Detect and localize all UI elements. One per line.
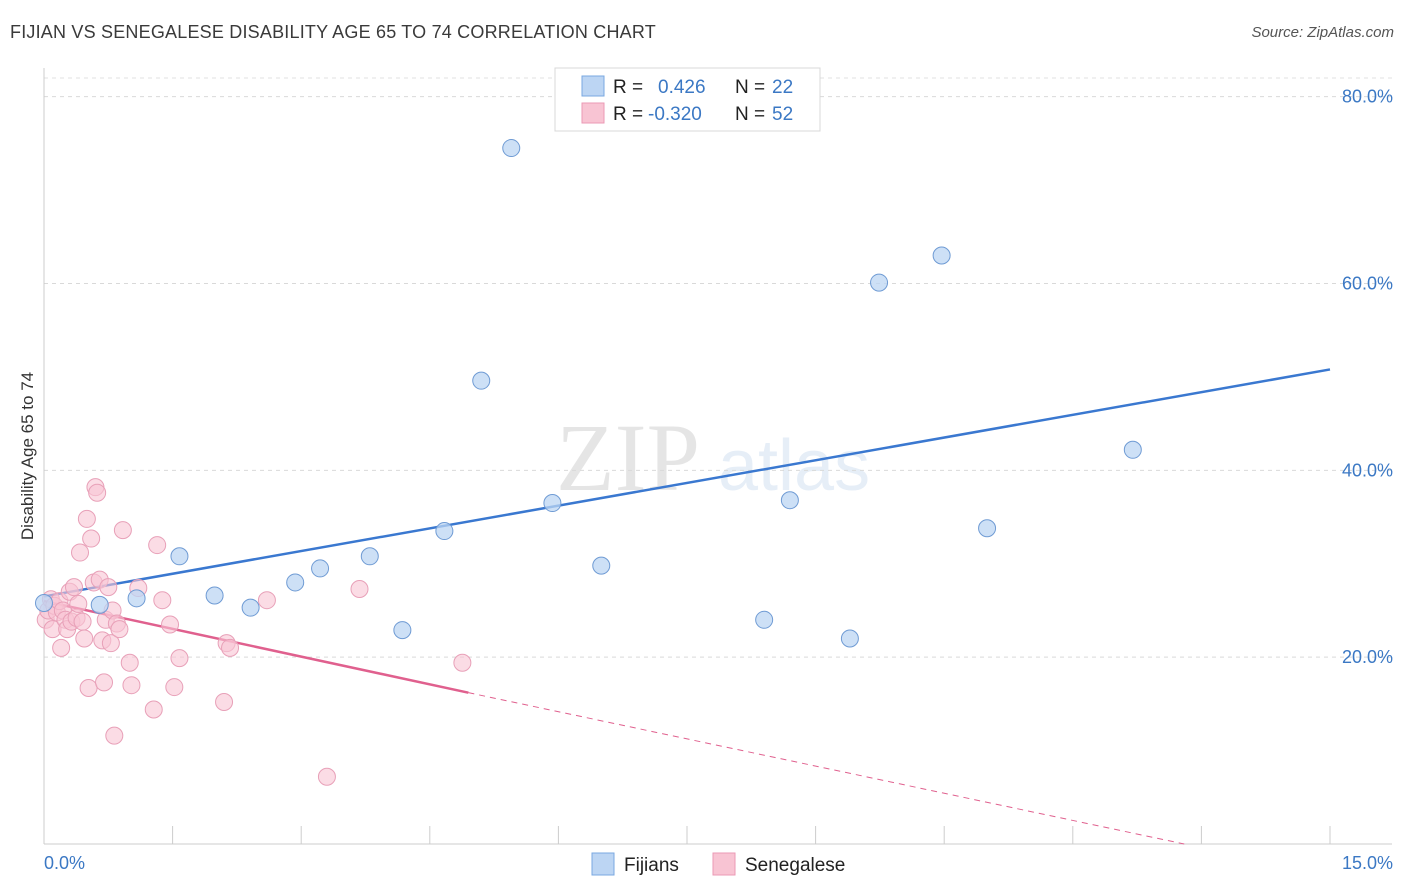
fijians-point bbox=[90, 595, 109, 614]
bottom-legend: Fijians Senegalese bbox=[591, 852, 845, 876]
fijians-point bbox=[502, 139, 521, 158]
y-tick-label-60: 60.0% bbox=[1342, 274, 1393, 294]
senegalese-point bbox=[453, 653, 472, 672]
senegalese-point bbox=[71, 543, 90, 562]
senegalese-points bbox=[36, 478, 472, 786]
legend-swatch-fijians bbox=[581, 75, 605, 97]
fijians-point bbox=[127, 589, 146, 608]
senegalese-point bbox=[122, 676, 141, 695]
senegalese-point bbox=[144, 700, 163, 719]
senegalese-point bbox=[215, 693, 234, 712]
senegalese-point bbox=[88, 483, 107, 502]
axes bbox=[43, 68, 1392, 845]
senegalese-point bbox=[350, 579, 369, 598]
fijians-point bbox=[870, 273, 889, 292]
senegalese-point bbox=[110, 620, 129, 639]
senegalese-point bbox=[153, 591, 172, 610]
senegalese-point bbox=[82, 529, 101, 548]
tick-labels: 20.0% 40.0% 60.0% 80.0% 0.0% 15.0% bbox=[44, 87, 1393, 873]
legend-r-label-senegalese: R = bbox=[613, 104, 643, 125]
senegalese-point bbox=[120, 653, 139, 672]
senegalese-point bbox=[65, 578, 84, 597]
senegalese-trend-line-extension bbox=[468, 692, 1185, 845]
legend-n-label-fijians: N = bbox=[735, 77, 765, 98]
senegalese-point bbox=[75, 629, 94, 648]
legend-r-label-fijians: R = bbox=[613, 77, 643, 98]
legend-r-value-senegalese: -0.320 bbox=[648, 104, 702, 125]
senegalese-point bbox=[257, 591, 276, 610]
fijians-point bbox=[393, 621, 412, 640]
fijians-point bbox=[592, 556, 611, 575]
senegalese-point bbox=[79, 678, 98, 697]
senegalese-point bbox=[170, 649, 189, 668]
fijians-points bbox=[35, 139, 1142, 648]
fijians-point bbox=[543, 494, 562, 513]
fijians-point bbox=[170, 547, 189, 566]
senegalese-point bbox=[161, 615, 180, 634]
x-tick-label-min: 0.0% bbox=[44, 853, 85, 873]
senegalese-point bbox=[148, 536, 167, 555]
fijians-point bbox=[932, 246, 951, 265]
bottom-legend-label-senegalese: Senegalese bbox=[745, 855, 845, 876]
fijians-point bbox=[755, 610, 774, 629]
senegalese-point bbox=[69, 594, 88, 613]
y-tick-label-80: 80.0% bbox=[1342, 87, 1393, 107]
watermark: ZIP atlas bbox=[556, 404, 870, 511]
y-tick-label-20: 20.0% bbox=[1342, 647, 1393, 667]
fijians-point bbox=[840, 629, 859, 648]
senegalese-point bbox=[165, 678, 184, 697]
senegalese-point bbox=[221, 638, 240, 657]
senegalese-point bbox=[317, 767, 336, 786]
fijians-point bbox=[311, 559, 330, 578]
fijians-point bbox=[241, 598, 260, 617]
fijians-trend-line bbox=[43, 368, 1331, 598]
fijians-point bbox=[435, 522, 454, 541]
y-axis-title: Disability Age 65 to 74 bbox=[18, 372, 37, 540]
senegalese-point bbox=[105, 726, 124, 745]
gridlines bbox=[44, 77, 1392, 658]
senegalese-point bbox=[73, 612, 92, 631]
fijians-point bbox=[35, 593, 53, 612]
senegalese-point bbox=[99, 578, 118, 597]
senegalese-point bbox=[101, 634, 120, 653]
x-tick-label-max: 15.0% bbox=[1342, 853, 1393, 873]
fijians-point bbox=[360, 547, 379, 566]
legend-r-value-fijians: 0.426 bbox=[658, 77, 706, 98]
bottom-legend-swatch-fijians bbox=[591, 852, 615, 876]
legend-n-value-senegalese: 52 bbox=[772, 104, 793, 125]
chart-title: FIJIAN VS SENEGALESE DISABILITY AGE 65 T… bbox=[10, 22, 656, 42]
senegalese-point bbox=[113, 521, 132, 540]
bottom-legend-swatch-senegalese bbox=[712, 852, 736, 876]
fijians-point bbox=[286, 573, 305, 592]
senegalese-point bbox=[95, 673, 114, 692]
senegalese-point bbox=[77, 509, 96, 528]
y-tick-label-40: 40.0% bbox=[1342, 460, 1393, 480]
legend-n-value-fijians: 22 bbox=[772, 77, 793, 98]
legend-n-label-senegalese: N = bbox=[735, 104, 765, 125]
legend-swatch-senegalese bbox=[581, 102, 605, 124]
chart-source: Source: ZipAtlas.com bbox=[1251, 24, 1394, 41]
fijians-point bbox=[978, 519, 997, 538]
watermark-zip: ZIP bbox=[556, 404, 700, 511]
senegalese-point bbox=[52, 638, 71, 657]
legend: R = 0.426 N = 22 R = -0.320 N = 52 bbox=[554, 67, 821, 132]
fijians-point bbox=[205, 586, 224, 605]
fijians-point bbox=[472, 371, 491, 390]
bottom-legend-label-fijians: Fijians bbox=[624, 855, 679, 876]
fijians-point bbox=[780, 491, 799, 510]
fijians-point bbox=[1123, 440, 1142, 459]
